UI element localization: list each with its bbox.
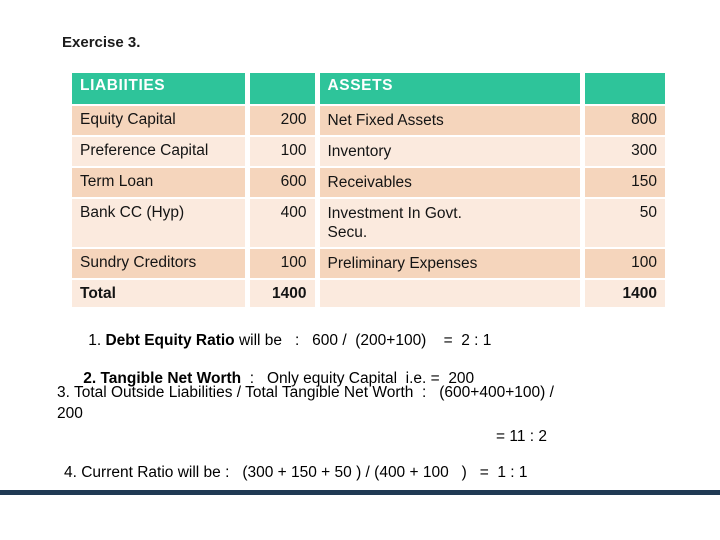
- liability-amount-cell: 200: [247, 105, 320, 137]
- table-row: Equity Capital 200 Net Fixed Assets 800: [72, 105, 665, 137]
- table-row: Sundry Creditors 100 Preliminary Expense…: [72, 248, 665, 280]
- assets-amount-header-cell: [582, 73, 665, 106]
- balance-sheet-table: LIABIITIES ASSETS Equity Capital 200 Net…: [72, 73, 665, 309]
- liability-name-cell: Sundry Creditors: [72, 248, 250, 280]
- liability-name-cell: Term Loan: [72, 167, 250, 199]
- note-current-ratio: 4. Current Ratio will be : (300 + 150 + …: [64, 464, 528, 481]
- liability-amount-cell: 100: [247, 136, 320, 168]
- asset-name-cell: Inventory: [317, 136, 585, 168]
- assets-header-cell: ASSETS: [317, 73, 585, 106]
- liability-name-cell: Bank CC (Hyp): [72, 198, 250, 249]
- liability-name-cell: Preference Capital: [72, 136, 250, 168]
- note-debt-equity-ratio: 1. Debt Equity Ratio will be : 600 / (20…: [71, 309, 491, 373]
- liabilities-header-cell: LIABIITIES: [72, 73, 250, 106]
- table-row: Preference Capital 100 Inventory 300: [72, 136, 665, 168]
- asset-amount-cell: 100: [582, 248, 665, 280]
- asset-amount-cell: 800: [582, 105, 665, 137]
- asset-amount-cell: 150: [582, 167, 665, 199]
- liabilities-amount-header-cell: [247, 73, 320, 106]
- note-tangible-net-worth: 2. Tangible Net Worth : Only equity Capi…: [66, 347, 474, 411]
- slide-title: Exercise 3.: [62, 34, 141, 51]
- asset-name-cell: Receivables: [317, 167, 585, 199]
- total-assets-amount-cell: 1400: [582, 279, 665, 309]
- total-assets-spacer-cell: [317, 279, 585, 309]
- total-label-cell: Total: [72, 279, 250, 309]
- asset-name-cell: Preliminary Expenses: [317, 248, 585, 280]
- asset-name-cell: Investment In Govt. Secu.: [317, 198, 585, 249]
- total-liabilities-amount-cell: 1400: [247, 279, 320, 309]
- liability-amount-cell: 400: [247, 198, 320, 249]
- table-row: Term Loan 600 Receivables 150: [72, 167, 665, 199]
- footer-divider-line: [0, 490, 720, 495]
- asset-amount-cell: 50: [582, 198, 665, 249]
- table-header-row: LIABIITIES ASSETS: [72, 73, 665, 106]
- liability-name-cell: Equity Capital: [72, 105, 250, 137]
- note-total-outside-liabilities-result: = 11 : 2: [496, 428, 547, 445]
- asset-name-cell: Net Fixed Assets: [317, 105, 585, 137]
- table-row: Bank CC (Hyp) 400 Investment In Govt. Se…: [72, 198, 665, 249]
- liability-amount-cell: 600: [247, 167, 320, 199]
- asset-amount-cell: 300: [582, 136, 665, 168]
- note-term: Debt Equity Ratio: [105, 332, 235, 350]
- note-term: 2. Tangible Net Worth: [83, 370, 242, 388]
- note-total-outside-liabilities: 3. Total Outside Liabilities / Total Tan…: [57, 384, 554, 423]
- note-calculation: : Only equity Capital i.e. = 200: [241, 370, 475, 388]
- note-calculation: will be : 600 / (200+100) = 2 : 1: [234, 332, 492, 350]
- note-number: 1.: [88, 332, 106, 350]
- table-total-row: Total 1400 1400: [72, 279, 665, 309]
- liability-amount-cell: 100: [247, 248, 320, 280]
